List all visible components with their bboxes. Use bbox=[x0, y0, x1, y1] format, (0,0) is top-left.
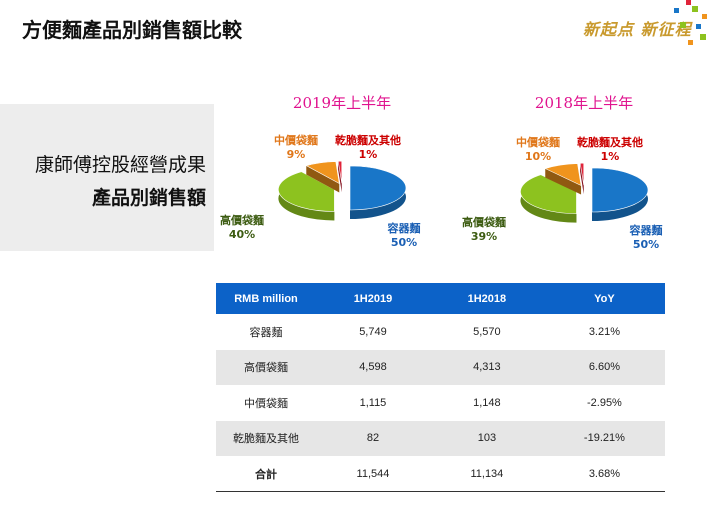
corner-decoration bbox=[674, 0, 707, 45]
table-row: 乾脆麵及其他 82 103 -19.21% bbox=[216, 420, 665, 456]
slice-value-label: 39% bbox=[471, 230, 497, 243]
table-cell: 中價袋麵 bbox=[244, 397, 288, 410]
slice-value-label: 1% bbox=[601, 150, 620, 163]
table-total-row: 合計 11,544 11,134 3.68% bbox=[216, 456, 665, 492]
pie-slice bbox=[544, 163, 582, 195]
slice-value-label: 10% bbox=[525, 150, 551, 163]
slice-label: 乾脆麵及其他 bbox=[335, 133, 401, 147]
header-cell: 1H2018 bbox=[429, 283, 544, 314]
table-cell: 容器麵 bbox=[249, 326, 283, 339]
table-cell: 6.60% bbox=[543, 349, 665, 385]
header-cell: 1H2019 bbox=[316, 283, 430, 314]
header-cell: YoY bbox=[543, 283, 665, 314]
table-cell: 4,313 bbox=[429, 349, 544, 385]
slice-label: 乾脆麵及其他 bbox=[577, 135, 643, 149]
table-cell: -19.21% bbox=[543, 420, 665, 456]
side-heading: 康師傅控股經營成果 bbox=[34, 154, 206, 176]
table-cell: 合計 bbox=[216, 456, 316, 492]
slice-label: 高價袋麵 bbox=[462, 215, 506, 229]
pie-slice bbox=[520, 174, 577, 223]
slice-label: 高價袋麵 bbox=[220, 213, 264, 227]
table-cell: 1,115 bbox=[359, 396, 387, 409]
chart-title: 2019年上半年 bbox=[293, 94, 391, 112]
slogan-logo: 新起点 新征程 bbox=[583, 20, 692, 39]
table-header-row: RMB million 1H2019 1H2018 YoY bbox=[216, 283, 665, 314]
page-title: 方便麵產品別銷售額比較 bbox=[22, 18, 242, 42]
slice-value-label: 40% bbox=[229, 228, 255, 241]
table-cell: 11,134 bbox=[429, 456, 544, 492]
pie-slice bbox=[337, 160, 343, 193]
table-cell: 高價袋麵 bbox=[216, 349, 316, 385]
table-cell: 乾脆麵及其他 bbox=[216, 420, 316, 456]
pie-slice bbox=[579, 162, 585, 195]
table-cell: 11,544 bbox=[316, 456, 430, 492]
slice-value-label: 50% bbox=[633, 238, 659, 251]
side-panel: 康師傅控股經營成果 產品別銷售額 bbox=[0, 104, 214, 251]
table-cell: 4,598 bbox=[316, 349, 430, 385]
slice-label: 容器麵 bbox=[629, 223, 663, 237]
table-cell: 1,148 bbox=[473, 396, 501, 409]
table-cell: 103 bbox=[429, 420, 544, 456]
table-row: 高價袋麵 4,598 4,313 6.60% bbox=[216, 349, 665, 385]
table-cell: 3.21% bbox=[588, 325, 621, 338]
pie-slice bbox=[278, 171, 335, 221]
sales-table: RMB million 1H2019 1H2018 YoY 容器麵 5,749 … bbox=[216, 283, 665, 492]
slice-label: 中價袋麵 bbox=[274, 133, 318, 147]
slice-label: 容器麵 bbox=[387, 221, 421, 235]
slice-value-label: 1% bbox=[359, 148, 378, 161]
pie-charts: 2019年上半年容器麵50%高價袋麵40%中價袋麵9%乾脆麵及其他1%2018年… bbox=[220, 94, 663, 251]
table-row: 中價袋麵 1,115 1,148 -2.95% bbox=[216, 385, 665, 421]
chart-title: 2018年上半年 bbox=[535, 94, 633, 112]
table-cell: 5,749 bbox=[359, 325, 387, 338]
pie-slice bbox=[591, 167, 649, 221]
slice-value-label: 50% bbox=[391, 236, 417, 249]
table-cell: 5,570 bbox=[473, 325, 501, 338]
pie-slice bbox=[305, 161, 340, 193]
side-subheading: 產品別銷售額 bbox=[91, 187, 206, 209]
table-row: 容器麵 5,749 5,570 3.21% bbox=[216, 314, 665, 350]
table-cell: 82 bbox=[316, 420, 430, 456]
slice-value-label: 9% bbox=[287, 148, 306, 161]
header-cell: RMB million bbox=[216, 283, 316, 314]
table-cell: -2.95% bbox=[586, 396, 622, 409]
table-cell: 3.68% bbox=[543, 456, 665, 492]
slice-label: 中價袋麵 bbox=[516, 135, 560, 149]
pie-slice bbox=[349, 165, 407, 219]
